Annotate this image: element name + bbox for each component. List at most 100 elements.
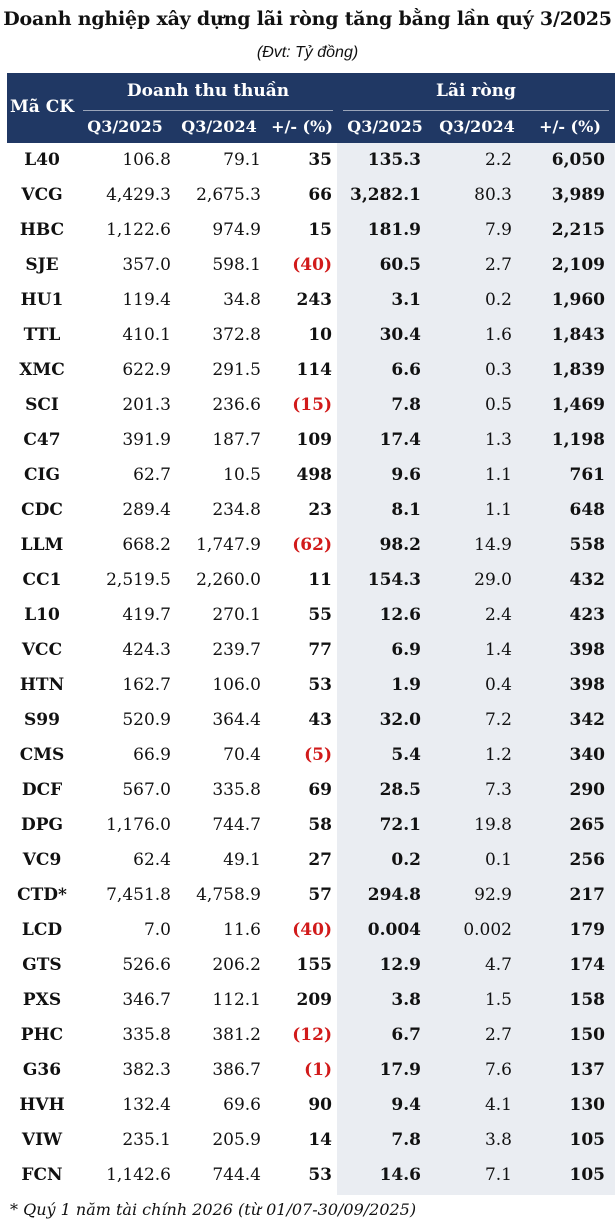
table-row: CIG 62.7 10.5 498 9.6 1.1 761 bbox=[7, 458, 615, 493]
table-row: TTL 410.1 372.8 10 30.4 1.6 1,843 bbox=[7, 318, 615, 353]
cell-ticker: SJE bbox=[25, 255, 59, 275]
footnote: * Quý 1 năm tài chính 2026 (từ 01/07-30/… bbox=[10, 1200, 417, 1219]
cell-revenue-change: 155 bbox=[296, 955, 333, 975]
cell-profit-change: 1,469 bbox=[551, 395, 605, 415]
cell-profit-q3-2025: 30.4 bbox=[379, 325, 421, 345]
table-header: Mã CK Doanh thu thuần Lãi ròng Q3/2025 Q… bbox=[7, 73, 615, 143]
cell-revenue-q3-2024: 112.1 bbox=[212, 990, 261, 1010]
table-row: VCG 4,429.3 2,675.3 66 3,282.1 80.3 3,989 bbox=[7, 178, 615, 213]
cell-profit-q3-2024: 0.002 bbox=[463, 920, 512, 940]
unit-note: (Đvt: Tỷ đồng) bbox=[256, 44, 359, 61]
cell-profit-q3-2024: 2.7 bbox=[484, 255, 512, 275]
cell-profit-q3-2024: 1.5 bbox=[484, 990, 512, 1010]
cell-profit-q3-2024: 2.2 bbox=[484, 150, 512, 170]
cell-revenue-change: 15 bbox=[308, 220, 332, 240]
cell-profit-change: 648 bbox=[569, 500, 606, 520]
cell-ticker: HVH bbox=[19, 1095, 65, 1115]
cell-revenue-q3-2025: 346.7 bbox=[122, 990, 171, 1010]
cell-profit-q3-2025: 60.5 bbox=[379, 255, 421, 275]
cell-ticker: FCN bbox=[21, 1165, 63, 1185]
table-row: VC9 62.4 49.1 27 0.2 0.1 256 bbox=[7, 843, 615, 878]
cell-revenue-change: 209 bbox=[296, 990, 333, 1010]
cell-profit-change: 558 bbox=[569, 535, 606, 555]
cell-profit-q3-2024: 1.6 bbox=[484, 325, 512, 345]
cell-revenue-q3-2025: 66.9 bbox=[133, 745, 171, 765]
cell-revenue-change: 11 bbox=[308, 570, 332, 590]
cell-profit-q3-2024: 92.9 bbox=[474, 885, 512, 905]
table-row: DCF 567.0 335.8 69 28.5 7.3 290 bbox=[7, 773, 615, 808]
cell-profit-q3-2025: 3.8 bbox=[391, 990, 421, 1010]
cell-revenue-q3-2025: 622.9 bbox=[122, 360, 171, 380]
cell-revenue-change: 27 bbox=[308, 850, 332, 870]
cell-revenue-change: 55 bbox=[308, 605, 332, 625]
cell-profit-change: 2,215 bbox=[551, 220, 605, 240]
table-row: S99 520.9 364.4 43 32.0 7.2 342 bbox=[7, 703, 615, 738]
cell-profit-q3-2025: 72.1 bbox=[379, 815, 421, 835]
cell-profit-change: 179 bbox=[569, 920, 606, 940]
cell-profit-q3-2025: 28.5 bbox=[379, 780, 421, 800]
cell-revenue-q3-2024: 291.5 bbox=[212, 360, 261, 380]
cell-revenue-q3-2024: 206.2 bbox=[212, 955, 261, 975]
cell-profit-q3-2024: 0.5 bbox=[484, 395, 512, 415]
header-revenue-divider bbox=[83, 110, 333, 111]
cell-profit-change: 174 bbox=[569, 955, 606, 975]
cell-ticker: XMC bbox=[19, 360, 65, 380]
cell-revenue-q3-2024: 11.6 bbox=[223, 920, 261, 940]
cell-profit-q3-2024: 0.1 bbox=[484, 850, 512, 870]
cell-profit-q3-2025: 7.8 bbox=[391, 1130, 421, 1150]
table-row: HTN 162.7 106.0 53 1.9 0.4 398 bbox=[7, 668, 615, 703]
cell-profit-q3-2025: 0.004 bbox=[367, 920, 421, 940]
cell-ticker: VIW bbox=[21, 1130, 63, 1150]
cell-ticker: VCC bbox=[21, 640, 63, 660]
cell-revenue-q3-2025: 668.2 bbox=[122, 535, 171, 555]
profit-columns-shade bbox=[337, 143, 615, 1195]
cell-revenue-q3-2025: 289.4 bbox=[122, 500, 171, 520]
cell-revenue-change: 243 bbox=[296, 290, 333, 310]
cell-revenue-change: 114 bbox=[296, 360, 333, 380]
cell-revenue-q3-2025: 4,429.3 bbox=[106, 185, 171, 205]
cell-ticker: C47 bbox=[23, 430, 61, 450]
cell-profit-q3-2024: 1.1 bbox=[484, 465, 512, 485]
cell-revenue-q3-2024: 234.8 bbox=[212, 500, 261, 520]
cell-revenue-q3-2025: 119.4 bbox=[122, 290, 171, 310]
header-rev-q3-2025: Q3/2025 bbox=[87, 117, 163, 136]
cell-ticker: L40 bbox=[24, 150, 60, 170]
cell-revenue-q3-2024: 69.6 bbox=[223, 1095, 261, 1115]
cell-revenue-change: 53 bbox=[308, 675, 332, 695]
cell-revenue-q3-2024: 187.7 bbox=[212, 430, 261, 450]
cell-profit-q3-2024: 0.3 bbox=[484, 360, 512, 380]
cell-revenue-q3-2025: 7.0 bbox=[143, 920, 171, 940]
cell-profit-q3-2024: 3.8 bbox=[484, 1130, 512, 1150]
cell-revenue-q3-2025: 62.7 bbox=[133, 465, 171, 485]
cell-revenue-q3-2024: 2,260.0 bbox=[196, 570, 261, 590]
cell-profit-change: 340 bbox=[569, 745, 606, 765]
cell-profit-q3-2024: 1.3 bbox=[484, 430, 512, 450]
cell-profit-q3-2025: 6.9 bbox=[391, 640, 421, 660]
cell-revenue-q3-2024: 974.9 bbox=[212, 220, 261, 240]
cell-revenue-q3-2024: 270.1 bbox=[212, 605, 261, 625]
cell-revenue-q3-2025: 106.8 bbox=[122, 150, 171, 170]
cell-profit-q3-2025: 98.2 bbox=[379, 535, 421, 555]
table-row: C47 391.9 187.7 109 17.4 1.3 1,198 bbox=[7, 423, 615, 458]
cell-revenue-q3-2025: 335.8 bbox=[122, 1025, 171, 1045]
cell-revenue-q3-2024: 364.4 bbox=[212, 710, 261, 730]
cell-revenue-q3-2025: 382.3 bbox=[122, 1060, 171, 1080]
cell-revenue-q3-2024: 2,675.3 bbox=[196, 185, 261, 205]
cell-revenue-q3-2024: 49.1 bbox=[223, 850, 261, 870]
header-pro-q3-2024: Q3/2024 bbox=[439, 117, 515, 136]
cell-profit-change: 1,198 bbox=[551, 430, 605, 450]
cell-revenue-q3-2024: 386.7 bbox=[212, 1060, 261, 1080]
header-profit-group: Lãi ròng bbox=[436, 81, 516, 101]
table-row: CMS 66.9 70.4 (5) 5.4 1.2 340 bbox=[7, 738, 615, 773]
cell-profit-q3-2025: 5.4 bbox=[391, 745, 421, 765]
cell-revenue-q3-2024: 239.7 bbox=[212, 640, 261, 660]
cell-revenue-change: 10 bbox=[308, 325, 332, 345]
cell-revenue-q3-2025: 132.4 bbox=[122, 1095, 171, 1115]
cell-profit-q3-2024: 19.8 bbox=[474, 815, 512, 835]
cell-revenue-q3-2024: 744.4 bbox=[212, 1165, 261, 1185]
cell-revenue-q3-2024: 10.5 bbox=[223, 465, 261, 485]
cell-revenue-change: 14 bbox=[308, 1130, 332, 1150]
cell-profit-q3-2025: 154.3 bbox=[367, 570, 421, 590]
cell-revenue-change: 58 bbox=[308, 815, 332, 835]
cell-profit-change: 398 bbox=[569, 675, 606, 695]
